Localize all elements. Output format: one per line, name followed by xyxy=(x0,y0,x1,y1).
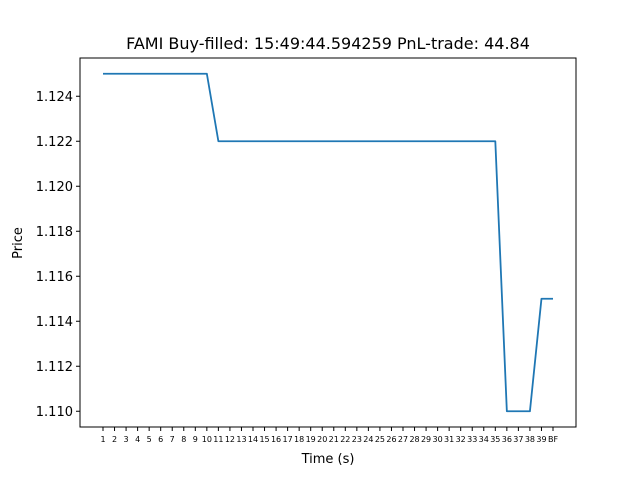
x-tick-label: 30 xyxy=(433,435,443,444)
x-tick-label: 10 xyxy=(202,435,212,444)
y-axis: 1.110 1.112 1.114 1.116 1.118 1.120 1.122 1.124 xyxy=(36,90,80,420)
x-tick-label: 20 xyxy=(317,435,327,444)
y-tick-label: 1.112 xyxy=(36,360,73,375)
price-series-line xyxy=(103,72,553,413)
x-tick-label: 2 xyxy=(112,435,117,444)
x-tick-label: 24 xyxy=(363,435,373,444)
x-tick-label: 37 xyxy=(513,435,523,444)
x-tick-label: 9 xyxy=(193,435,198,444)
x-tick-label: 18 xyxy=(294,435,304,444)
x-tick-label: 31 xyxy=(444,435,454,444)
x-tick-label: 32 xyxy=(456,435,466,444)
x-tick-label: 26 xyxy=(386,435,396,444)
x-tick-label: 21 xyxy=(329,435,339,444)
x-tick-label: 4 xyxy=(135,435,140,444)
y-tick-label: 1.110 xyxy=(36,405,73,420)
x-tick-label: 1 xyxy=(100,435,105,444)
chart-title: FAMI Buy-filled: 15:49:44.594259 PnL-tra… xyxy=(126,34,530,53)
x-tick-label: 29 xyxy=(421,435,431,444)
x-tick-label: 36 xyxy=(502,435,512,444)
y-axis-label: Price xyxy=(11,227,26,259)
x-tick-label: 12 xyxy=(225,435,235,444)
x-tick-label: 5 xyxy=(147,435,152,444)
x-tick-label: 23 xyxy=(352,435,362,444)
x-tick-label: 3 xyxy=(124,435,129,444)
y-tick-label: 1.122 xyxy=(36,135,73,150)
x-axis-label: Time (s) xyxy=(301,452,355,467)
y-tick-label: 1.116 xyxy=(36,270,73,285)
x-tick-label: 8 xyxy=(181,435,186,444)
x-tick-label: 38 xyxy=(525,435,535,444)
x-tick-label: 39 xyxy=(536,435,546,444)
series-layer xyxy=(103,72,553,413)
x-tick-label: 17 xyxy=(283,435,293,444)
x-tick-label: 19 xyxy=(306,435,316,444)
x-tick-label: 16 xyxy=(271,435,281,444)
x-tick-label: BF xyxy=(548,435,558,444)
x-tick-label: 15 xyxy=(259,435,269,444)
plot-area-frame xyxy=(79,57,577,428)
x-tick-label: 34 xyxy=(479,435,489,444)
x-tick-label: 13 xyxy=(236,435,246,444)
y-tick-label: 1.118 xyxy=(36,225,73,240)
x-tick-label: 25 xyxy=(375,435,385,444)
x-tick-label: 6 xyxy=(158,435,163,444)
x-tick-label: 11 xyxy=(213,435,223,444)
x-tick-label: 22 xyxy=(340,435,350,444)
x-tick-label: 14 xyxy=(248,435,258,444)
y-tick-label: 1.114 xyxy=(36,315,73,330)
x-axis: 1 2 3 4 5 6 7 8 9 10 11 12 13 14 15 16 17 18 19 20 21 22 23 24 2… xyxy=(100,427,558,444)
x-tick-label: 7 xyxy=(170,435,175,444)
y-tick-label: 1.124 xyxy=(36,90,73,105)
x-tick-label: 27 xyxy=(398,435,408,444)
x-tick-label: 28 xyxy=(409,435,419,444)
y-tick-label: 1.120 xyxy=(36,180,73,195)
x-tick-label: 33 xyxy=(467,435,477,444)
x-tick-label: 35 xyxy=(490,435,500,444)
